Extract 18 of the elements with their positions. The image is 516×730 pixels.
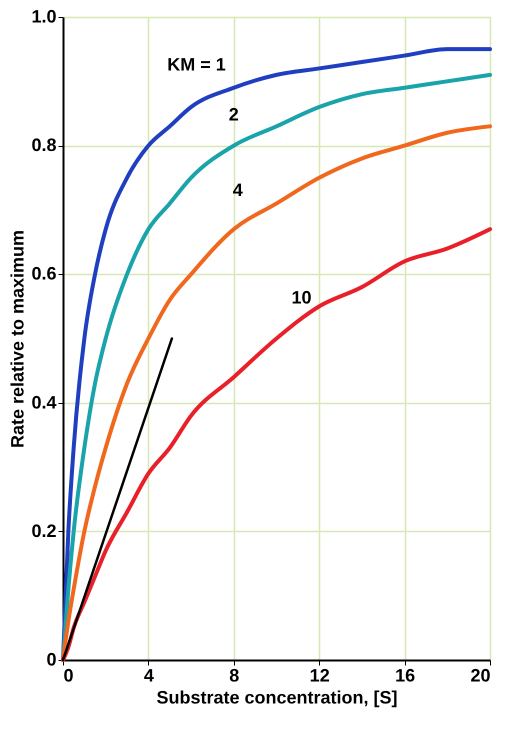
y-tick-label: 0.2 [31,520,56,541]
x-tick-label: 12 [310,666,330,686]
x-tick-label: 4 [144,666,154,686]
series-label: 4 [232,180,243,200]
y-tick-label: 0.8 [31,135,56,156]
y-tick-label: 0 [46,650,56,670]
x-tick-label: 16 [395,666,416,686]
y-axis-title: Rate relative to maximum [7,230,28,448]
x-axis-title: Substrate concentration, [S] [156,688,398,708]
y-tick-label: 0.4 [31,392,56,412]
y-tick-label: 1.0 [31,6,56,26]
series-label: 10 [291,288,312,308]
y-tick-label: 0.6 [31,264,56,284]
series-label: 2 [228,104,239,125]
x-tick-label: 0 [64,666,74,686]
x-tick-label: 20 [470,666,490,686]
series-label: KM = 1 [167,54,226,75]
x-tick-label: 8 [229,666,240,686]
